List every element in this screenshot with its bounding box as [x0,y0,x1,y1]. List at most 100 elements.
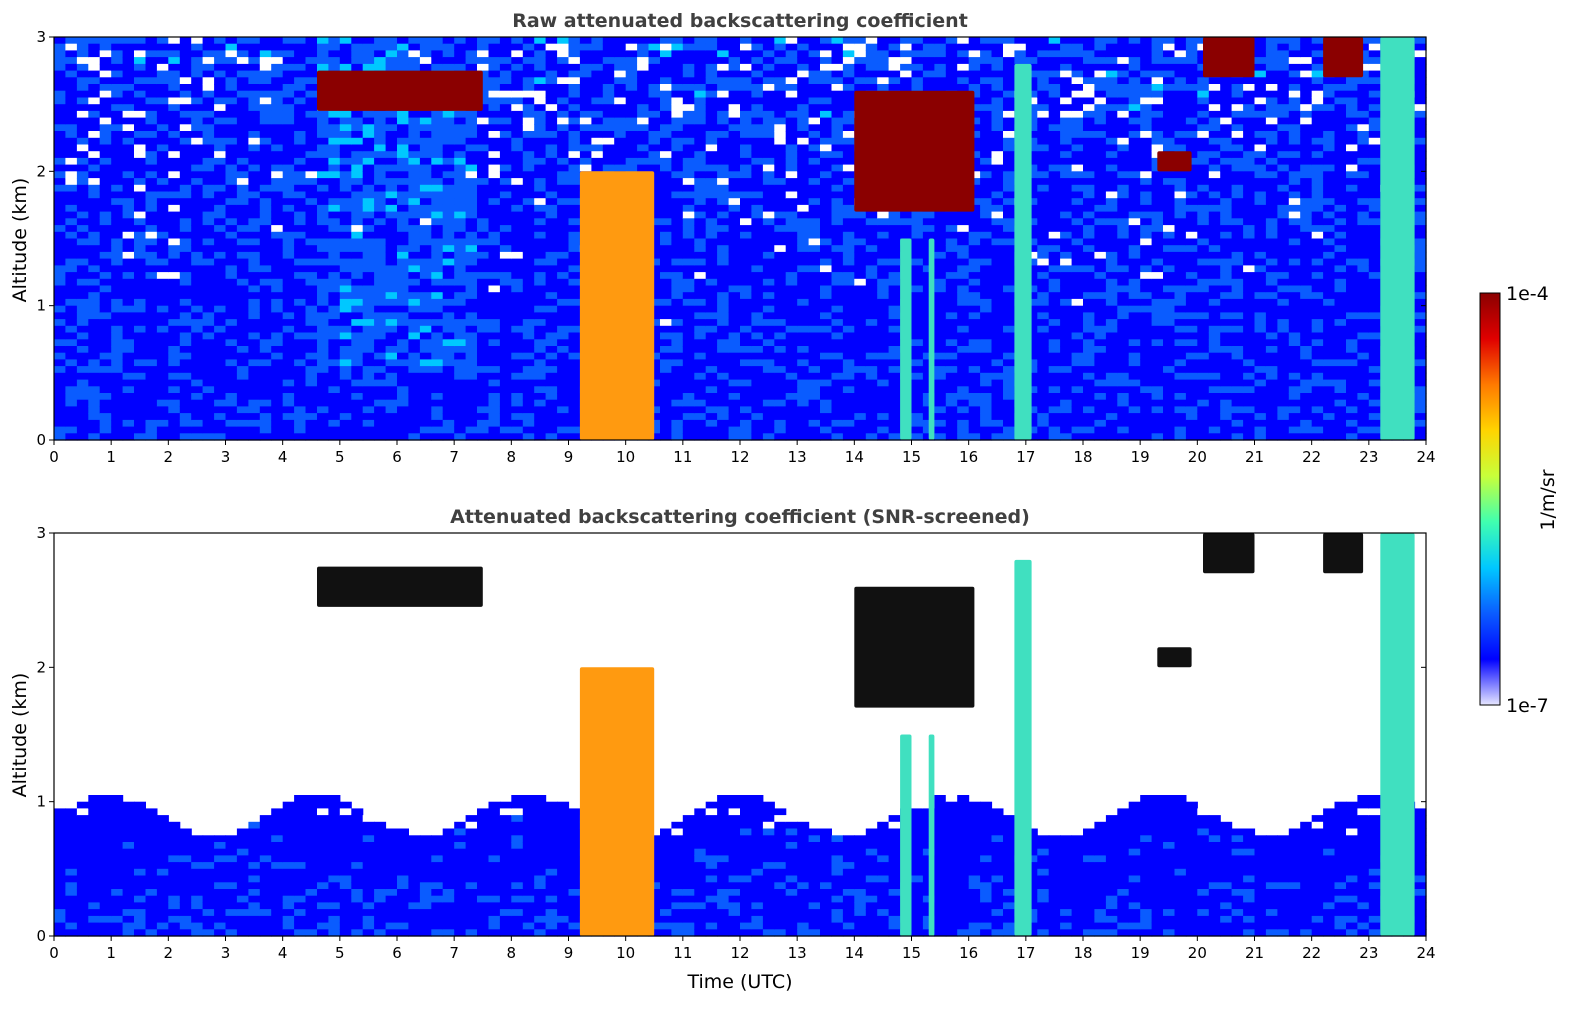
heatmap-cell [694,151,707,159]
heatmap-cell [88,386,101,394]
heatmap-cell [339,292,352,300]
heatmap-cell [522,37,535,45]
heatmap-cell [191,346,204,354]
heatmap-cell [980,419,993,428]
heatmap-cell [568,204,581,213]
heatmap-cell [831,198,844,206]
heatmap-cell [202,393,215,401]
heatmap-cell [762,352,775,360]
heatmap-cell [614,104,627,112]
heatmap-cell [854,238,867,246]
heatmap-cell [682,426,695,434]
heatmap-cell [591,37,604,45]
heatmap-cell [488,84,501,92]
heatmap-cell [248,204,261,213]
heatmap-cell [282,198,295,206]
heatmap-cell [54,258,66,266]
heatmap-cell [980,191,993,199]
heatmap-cell [820,339,832,347]
heatmap-cell [179,144,192,152]
heatmap-cell [774,70,787,78]
heatmap-cell [328,346,341,354]
heatmap-cell [431,157,444,166]
heatmap-cell [831,265,844,273]
heatmap-cell [339,218,352,226]
heatmap-cell [980,238,993,246]
heatmap-cell [751,272,764,280]
heatmap-cell [728,238,741,246]
heatmap-cell [945,258,958,266]
heatmap-cell [236,426,249,434]
heatmap-cell [294,70,307,78]
heatmap-cell [671,426,684,434]
heatmap-cell [717,211,730,219]
heatmap-cell [374,164,387,172]
heatmap-cell [419,319,432,327]
heatmap-cell [568,63,581,72]
heatmap-cell [328,137,341,146]
heatmap-cell [637,137,650,146]
heatmap-cell [99,419,112,428]
heatmap-cell [854,77,867,85]
heatmap-cell [419,285,432,293]
heatmap-cell [88,265,101,273]
heatmap-cell [511,97,524,105]
heatmap-cell [682,104,695,112]
heatmap-cell [465,372,478,381]
heatmap-cell [408,426,421,434]
heatmap-cell [980,77,993,85]
heatmap-cell [991,251,1004,260]
heatmap-cell [351,426,364,434]
heatmap-cell [454,231,467,240]
heatmap-cell [248,184,261,193]
heatmap-cell [214,312,227,320]
heatmap-cell [648,419,661,428]
heatmap-cell [831,157,844,166]
heatmap-cell [179,171,192,179]
heatmap-cell [637,151,650,159]
heatmap-cell [65,265,78,273]
heatmap-cell [374,379,387,387]
heatmap-cell [156,225,169,233]
heatmap-cell [660,359,672,367]
heatmap-cell [842,151,855,159]
heatmap-cell [648,57,661,65]
heatmap-cell [282,57,295,65]
heatmap-cell [877,339,890,347]
heatmap-cell [934,386,947,394]
heatmap-cell [557,352,570,360]
heatmap-cell [248,137,261,146]
heatmap-cell [534,184,547,193]
heatmap-cell [202,43,215,51]
heatmap-cell [797,50,810,58]
heatmap-cell [168,117,181,125]
heatmap-cell [682,285,695,293]
heatmap-cell [579,37,592,45]
heatmap-cell [259,372,272,381]
heatmap-cell [317,184,329,193]
heatmap-cell [477,319,489,327]
heatmap-cell [831,251,844,260]
heatmap-cell [282,265,295,273]
heatmap-cell [488,332,501,340]
heatmap-cell [808,245,821,253]
heatmap-cell [545,151,558,159]
heatmap-cell [431,131,444,139]
heatmap-cell [968,379,981,387]
heatmap-cell [625,50,638,58]
heatmap-cell [957,285,970,293]
heatmap-cell [111,164,124,172]
heatmap-cell [214,251,227,260]
heatmap-cell [271,104,284,112]
heatmap-cell [545,77,558,85]
heatmap-cell [911,406,924,414]
heatmap-cell [88,137,101,146]
heatmap-cell [499,265,512,273]
heatmap-cell [774,178,787,186]
heatmap-cell [511,211,524,219]
heatmap-cell [511,258,524,266]
heatmap-cell [317,393,329,401]
heatmap-cell [179,406,192,414]
heatmap-cell [694,131,707,139]
heatmap-cell [888,70,901,78]
